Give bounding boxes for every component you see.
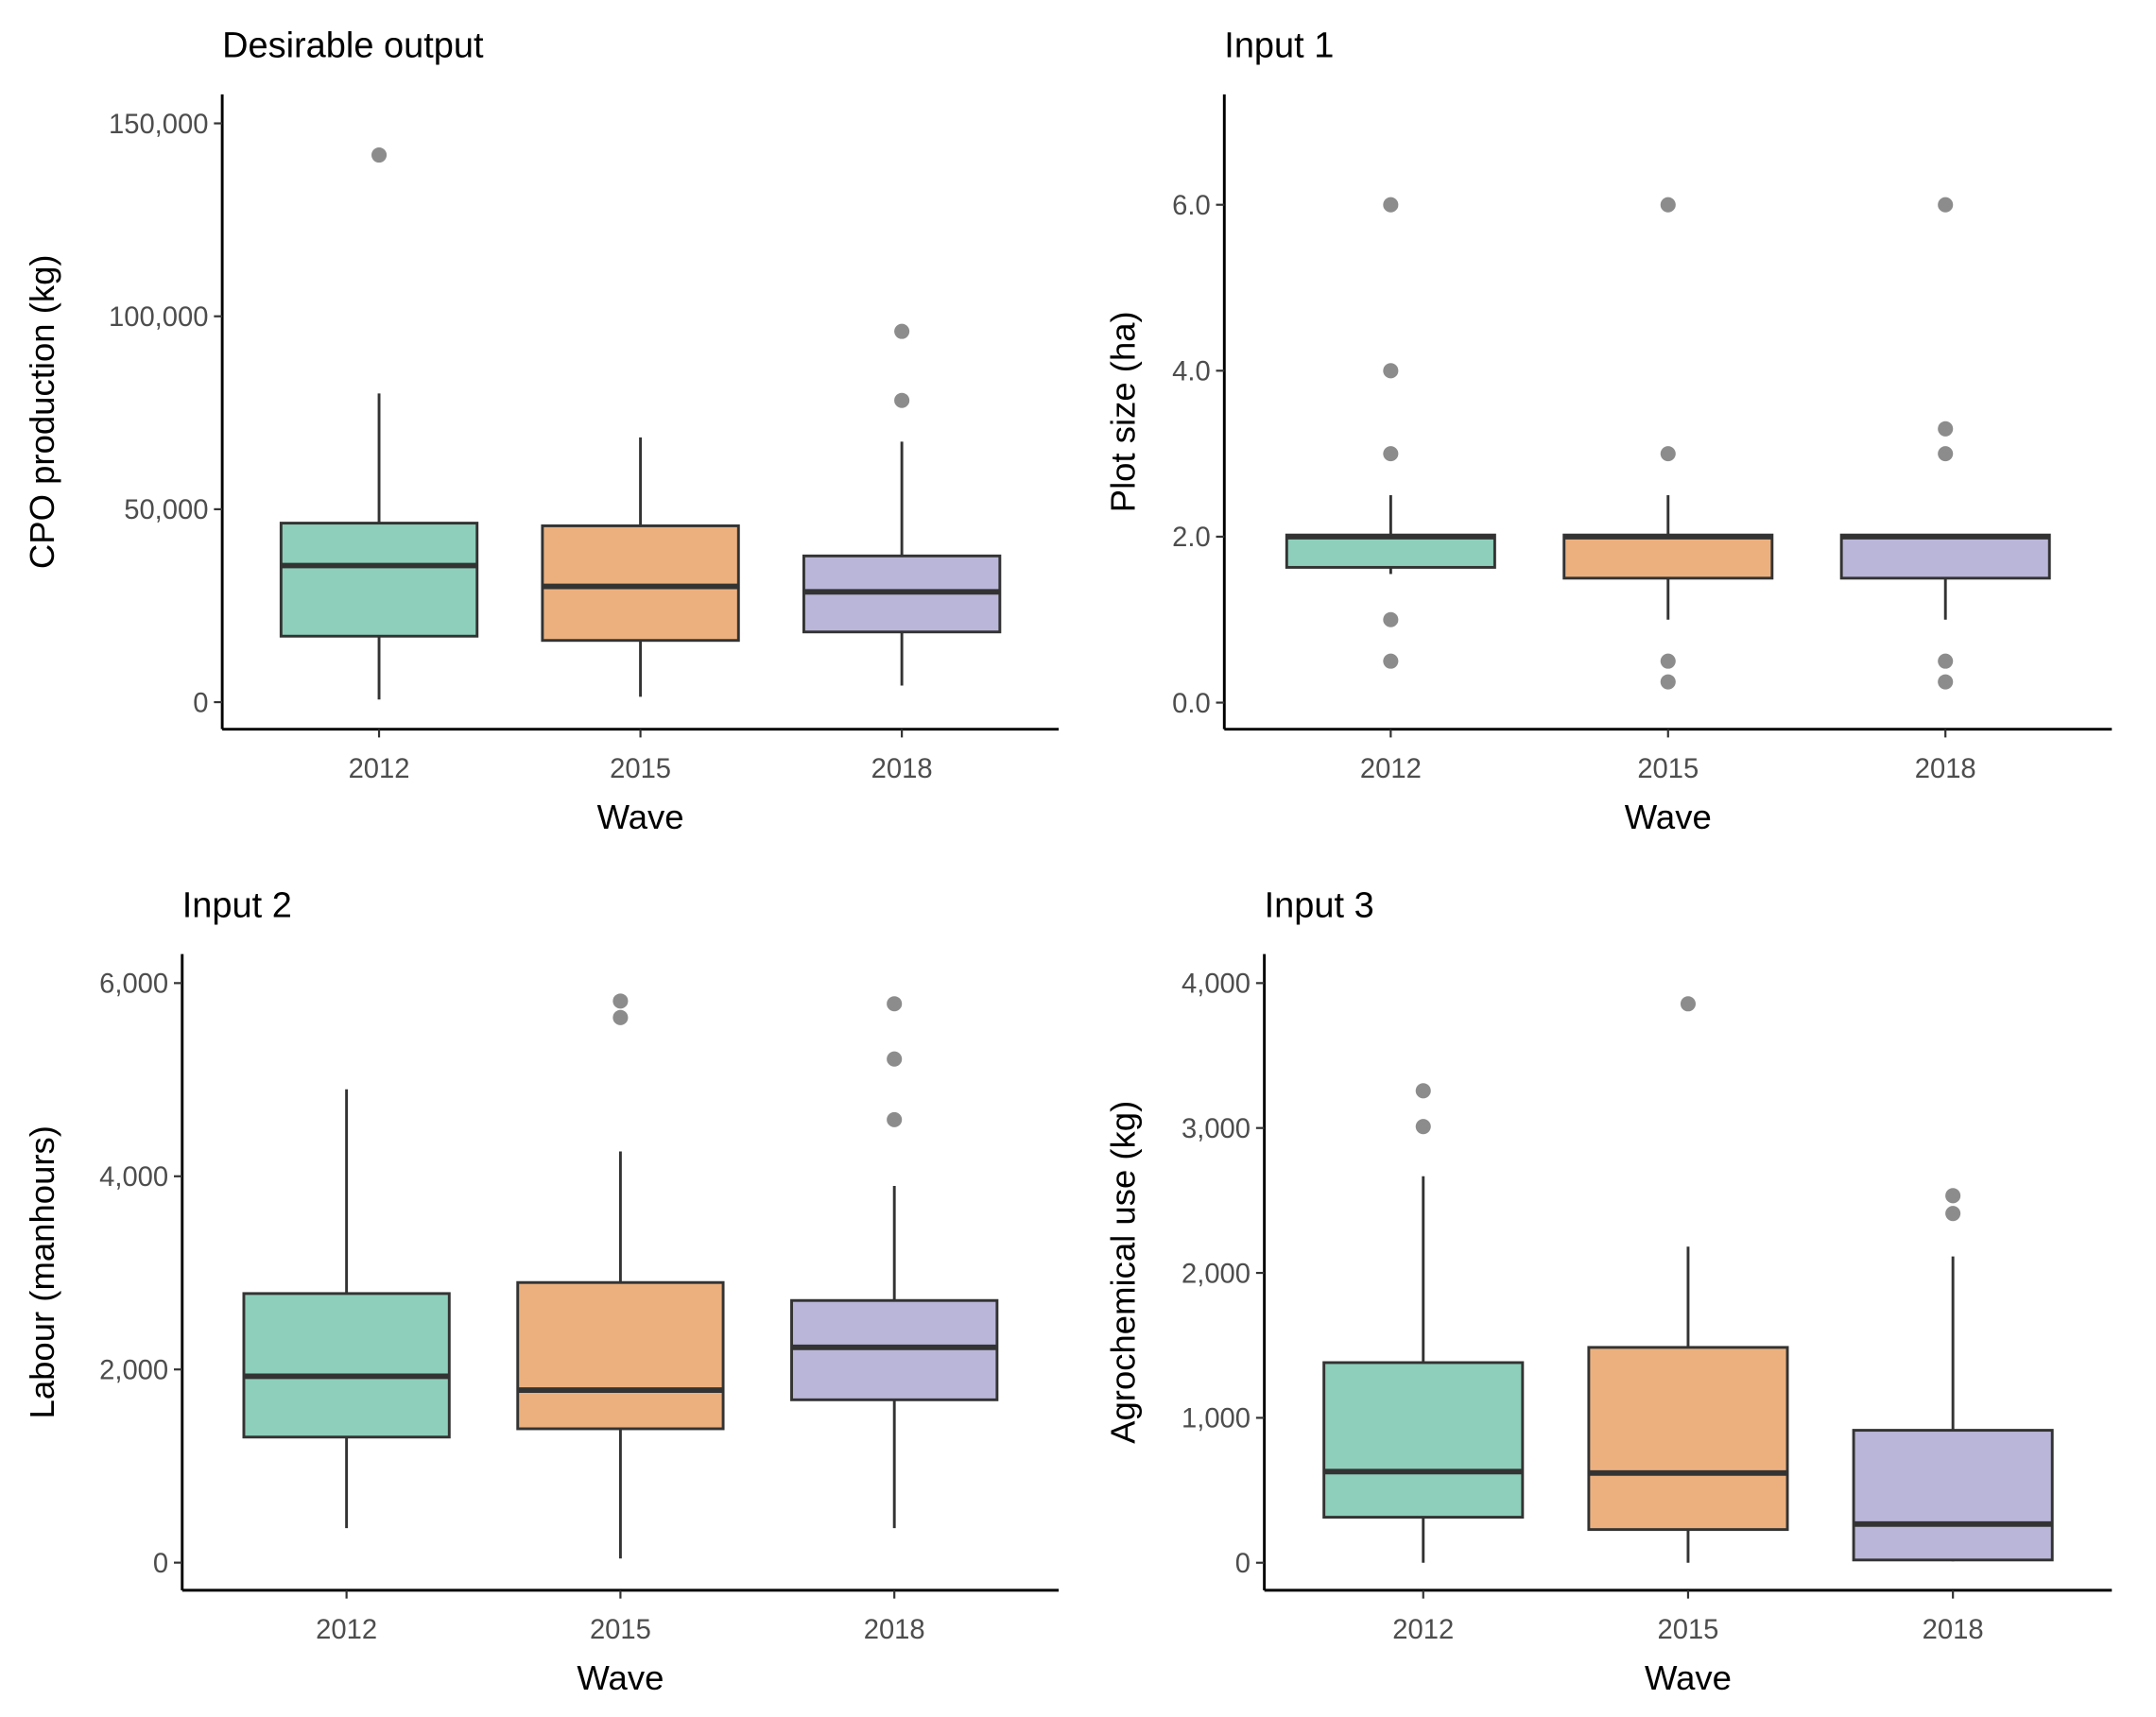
y-tick-label: 2,000 — [1181, 1259, 1250, 1289]
y-tick-label: 0 — [193, 688, 208, 718]
y-tick-label: 1,000 — [1181, 1404, 1250, 1434]
panel-title: Input 3 — [1265, 885, 1374, 925]
outlier — [887, 1111, 903, 1127]
box — [1562, 533, 1774, 580]
x-tick-label: 2015 — [590, 1615, 651, 1645]
y-tick-label: 0 — [153, 1549, 168, 1579]
outlier — [1383, 446, 1399, 462]
x-tick-label: 2018 — [1915, 754, 1976, 784]
x-tick-label: 2012 — [316, 1615, 377, 1645]
box — [1852, 1429, 2054, 1562]
outlier — [1938, 653, 1954, 669]
outlier — [1938, 674, 1954, 690]
y-axis-label: CPO production (kg) — [23, 254, 61, 569]
x-tick-label: 2012 — [349, 754, 410, 784]
box — [242, 1292, 451, 1439]
outlier — [1383, 197, 1399, 213]
outlier — [887, 1051, 903, 1067]
y-tick-label: 50,000 — [124, 495, 208, 525]
x-axis-label: Wave — [1625, 798, 1712, 836]
y-tick-label: 4.0 — [1172, 357, 1211, 387]
panel-title: Input 1 — [1224, 26, 1334, 65]
x-tick-label: 2012 — [1360, 754, 1422, 784]
x-tick-label: 2012 — [1392, 1615, 1454, 1645]
y-axis-label: Plot size (ha) — [1103, 311, 1142, 512]
outlier — [887, 996, 903, 1012]
y-tick-label: 4,000 — [1181, 970, 1250, 1000]
y-tick-label: 6.0 — [1172, 191, 1211, 221]
outlier — [1938, 446, 1954, 462]
y-tick-label: 4,000 — [99, 1162, 168, 1193]
x-tick-label: 2018 — [864, 1615, 925, 1645]
x-tick-label: 2015 — [1657, 1615, 1718, 1645]
box — [541, 524, 740, 643]
x-tick-label: 2015 — [1637, 754, 1699, 784]
outlier — [894, 323, 910, 339]
box — [1839, 533, 2051, 580]
outlier — [1383, 653, 1399, 669]
y-tick-label: 100,000 — [109, 302, 209, 333]
outlier — [612, 993, 629, 1009]
box — [279, 522, 479, 638]
box — [1587, 1346, 1789, 1532]
box — [1285, 533, 1496, 569]
y-axis-label: Labour (manhours) — [23, 1125, 61, 1418]
outlier — [1660, 674, 1676, 690]
outlier — [1938, 421, 1954, 437]
y-axis-label: Agrochemical use (kg) — [1103, 1101, 1142, 1444]
outlier — [371, 146, 388, 163]
x-axis-label: Wave — [597, 798, 684, 836]
box — [790, 1298, 999, 1401]
outlier — [1938, 197, 1954, 213]
x-tick-label: 2018 — [1923, 1615, 1984, 1645]
y-tick-label: 0 — [1235, 1549, 1250, 1579]
outlier — [1660, 653, 1676, 669]
panel-title: Desirable output — [222, 26, 484, 65]
x-axis-label: Wave — [1645, 1658, 1732, 1697]
outlier — [1945, 1206, 1961, 1222]
outlier — [1415, 1119, 1431, 1135]
x-tick-label: 2015 — [610, 754, 671, 784]
y-tick-label: 2,000 — [99, 1355, 168, 1385]
y-tick-label: 3,000 — [1181, 1114, 1250, 1144]
outlier — [1660, 197, 1676, 213]
x-axis-label: Wave — [577, 1658, 664, 1697]
panel-title: Input 2 — [182, 885, 292, 925]
y-tick-label: 150,000 — [109, 110, 209, 140]
y-tick-label: 6,000 — [99, 970, 168, 1000]
outlier — [1945, 1188, 1961, 1204]
outlier — [1680, 996, 1696, 1012]
outlier — [1383, 611, 1399, 627]
box — [516, 1280, 725, 1431]
outlier — [894, 392, 910, 408]
box — [1322, 1361, 1525, 1520]
outlier — [1383, 363, 1399, 379]
y-tick-label: 2.0 — [1172, 523, 1211, 553]
y-tick-label: 0.0 — [1172, 689, 1211, 719]
outlier — [612, 1009, 629, 1025]
outlier — [1415, 1083, 1431, 1099]
outlier — [1660, 446, 1676, 462]
x-tick-label: 2018 — [871, 754, 933, 784]
